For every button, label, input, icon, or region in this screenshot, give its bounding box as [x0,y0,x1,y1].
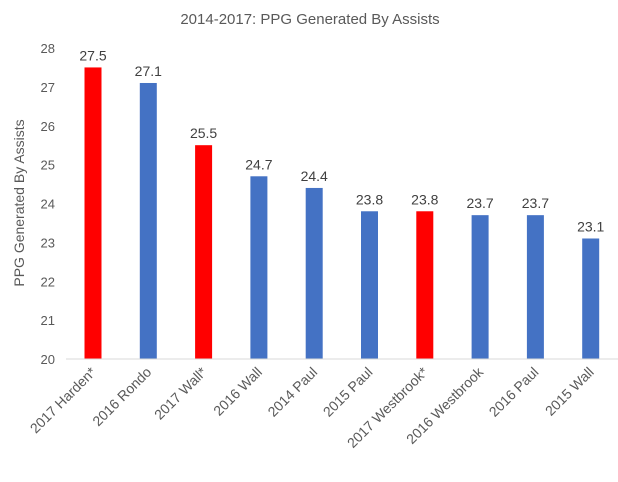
chart-title: 2014-2017: PPG Generated By Assists [180,11,439,28]
bar [84,67,102,359]
x-tick-label: 2016 Paul [486,364,542,420]
y-axis-label: PPG Generated By Assists [11,119,27,286]
data-label: 24.4 [301,168,328,184]
x-tick-label: 2016 Rondo [89,364,154,429]
bar [416,211,434,359]
data-label: 23.8 [411,191,438,207]
x-tick-label: 2016 Wall [210,364,265,419]
y-tick-label: 24 [41,197,55,212]
data-label: 27.1 [135,63,162,79]
x-tick-label: 2014 Paul [264,364,320,420]
y-tick-label: 21 [41,313,55,328]
x-tick-label: 2017 Wall* [151,363,210,422]
bar [526,215,544,359]
bar [195,145,213,359]
x-tick-label: 2015 Wall [542,364,597,419]
y-tick-label: 26 [41,119,55,134]
data-label: 23.1 [577,218,604,234]
y-tick-label: 22 [41,274,55,289]
bar [361,211,378,359]
data-label: 23.7 [522,195,549,211]
y-tick-label: 28 [41,41,55,56]
bar [305,187,323,359]
data-label: 27.5 [79,47,106,63]
x-tick-label: 2015 Paul [320,364,376,420]
y-tick-label: 20 [41,352,55,367]
bar [250,176,268,359]
bar [582,238,600,359]
data-label: 23.8 [356,191,383,207]
bar [139,82,157,360]
y-tick-label: 27 [41,80,55,95]
data-label: 23.7 [466,195,493,211]
bar [471,215,489,359]
x-tick-label: 2017 Harden* [27,363,100,436]
y-tick-label: 23 [41,235,55,250]
y-tick-label: 25 [41,158,55,173]
data-label: 25.5 [190,125,217,141]
data-label: 24.7 [245,156,272,172]
